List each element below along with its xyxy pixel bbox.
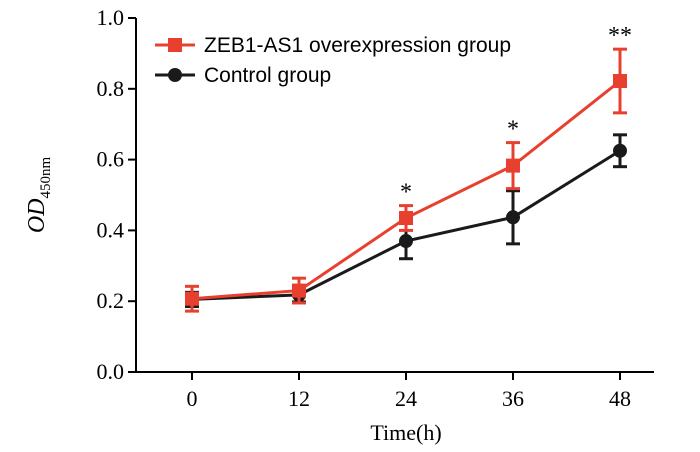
x-tick-label: 12	[288, 386, 310, 411]
x-tick-label: 36	[502, 386, 524, 411]
annotations: ****	[400, 23, 632, 205]
data-point-circle	[399, 234, 413, 249]
data-point-circle	[506, 210, 520, 225]
data-point-square	[185, 291, 199, 306]
y-axis-title-main: OD	[24, 199, 50, 234]
x-axis: 0 12 24 36 48	[136, 371, 654, 411]
y-axis-title: OD450nm	[24, 157, 54, 234]
legend-item: ZEB1-AS1 overexpression group	[155, 34, 511, 57]
y-axis: 0.0 0.2 0.4 0.6 0.8 1.0	[97, 5, 137, 384]
legend-item: Control group	[155, 64, 331, 87]
significance-marker: *	[507, 117, 519, 143]
significance-marker: **	[608, 23, 632, 49]
legend-marker-circle	[168, 68, 182, 82]
y-tick-label: 0.6	[97, 147, 125, 172]
significance-marker: *	[400, 180, 412, 206]
legend: ZEB1-AS1 overexpression group Control gro…	[155, 34, 511, 87]
data-point-square	[292, 283, 306, 298]
y-tick-label: 0.0	[97, 359, 125, 384]
data-point-square	[613, 74, 627, 89]
y-tick-label: 0.8	[97, 76, 125, 101]
series-layer	[185, 47, 627, 313]
x-tick-label: 48	[609, 386, 631, 411]
x-tick-label: 0	[187, 386, 198, 411]
data-point-square	[399, 211, 413, 226]
data-point-circle	[613, 143, 627, 158]
series-overexpression	[185, 47, 627, 313]
y-tick-label: 0.4	[97, 217, 125, 242]
legend-label: Control group	[204, 64, 331, 87]
y-axis-title-subscript: 450nm	[38, 157, 54, 199]
legend-marker-square	[168, 38, 182, 52]
data-point-square	[506, 158, 520, 173]
y-tick-label: 0.2	[97, 288, 125, 313]
legend-label: ZEB1-AS1 overexpression group	[204, 34, 511, 57]
x-tick-label: 24	[395, 386, 417, 411]
x-axis-title: Time(h)	[370, 420, 441, 445]
y-tick-label: 1.0	[97, 5, 125, 30]
